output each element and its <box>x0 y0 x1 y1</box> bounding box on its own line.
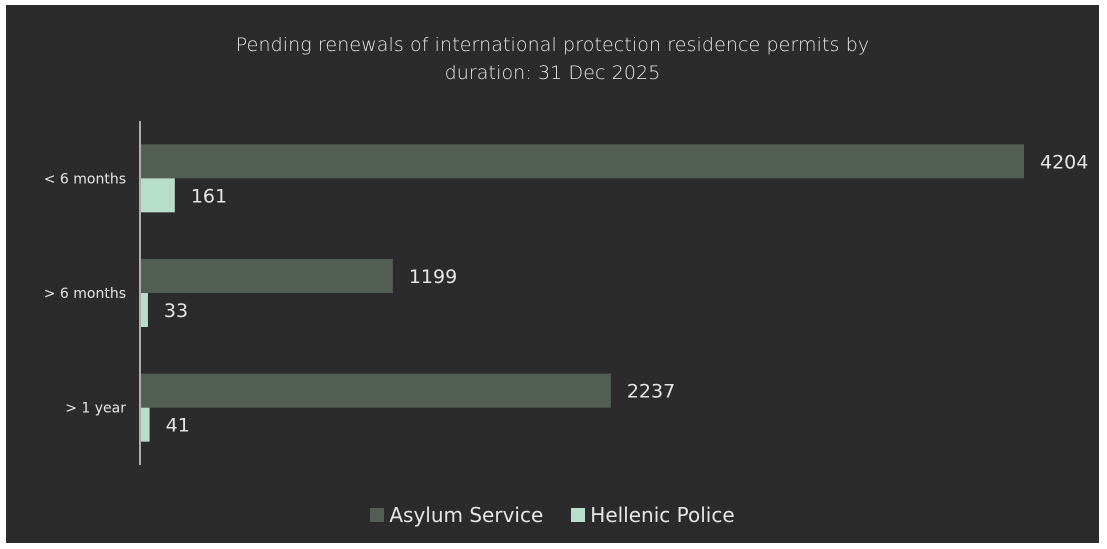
legend-label-asylum-service: Asylum Service <box>389 503 544 527</box>
data-label-asylum-service-1-year: 2237 <box>627 381 675 403</box>
data-label-hellenic-police-6-months: 33 <box>164 300 188 322</box>
data-label-hellenic-police-6-months: 161 <box>191 185 227 207</box>
category-label-6-months: > 6 months <box>44 286 126 302</box>
chart-legend: Asylum Service Hellenic Police <box>6 503 1099 527</box>
legend-item-hellenic-police: Hellenic Police <box>571 503 735 527</box>
legend-label-hellenic-police: Hellenic Police <box>590 503 735 527</box>
legend-swatch-asylum-service <box>370 508 385 522</box>
chart-title-line-2: duration: 31 Dec 2025 <box>444 62 661 84</box>
bar-asylum-service-1-year <box>141 373 611 408</box>
chart-plot: < 6 months 4204 161 > 6 months 1199 33 > 1 yea… <box>44 121 1088 465</box>
bar-asylum-service-6-months <box>141 259 393 293</box>
chart-frame: Pending renewals of international protec… <box>6 5 1099 543</box>
category-label-1-year: > 1 year <box>65 401 126 417</box>
data-label-asylum-service-6-months: 1199 <box>409 266 457 288</box>
legend-item-asylum-service: Asylum Service <box>370 503 543 527</box>
legend-swatch-hellenic-police <box>571 508 586 522</box>
bar-hellenic-police-6-months <box>141 293 148 327</box>
chart-title-line-1: Pending renewals of international protec… <box>235 34 870 56</box>
bar-asylum-service-6-months <box>141 144 1024 179</box>
bar-hellenic-police-6-months <box>141 178 175 213</box>
data-label-asylum-service-6-months: 4204 <box>1040 151 1088 173</box>
bar-hellenic-police-1-year <box>141 407 150 442</box>
data-label-hellenic-police-1-year: 41 <box>166 415 190 437</box>
category-label-6-months: < 6 months <box>44 171 126 187</box>
